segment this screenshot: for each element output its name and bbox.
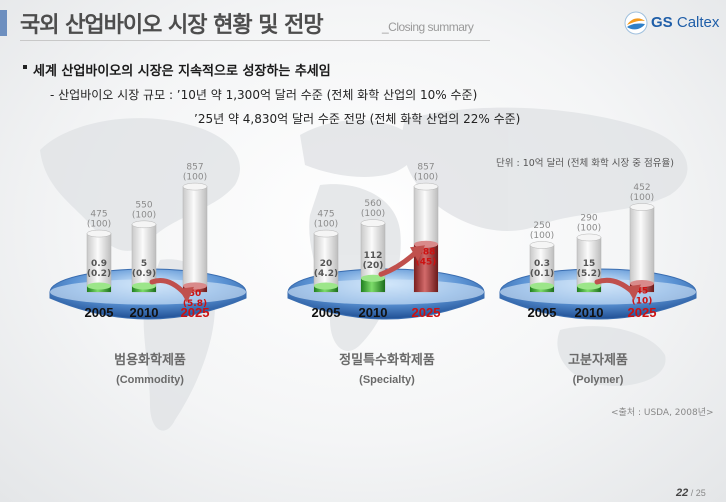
page-number: 22 / 25 [676,487,706,499]
bar-total-cap [629,203,655,211]
bar-total-market [313,233,339,293]
year-label: 2010 [575,305,604,320]
page-title: 국외 산업바이오 시장 현황 및 전망 [20,13,324,38]
year-label: 2005 [85,305,114,320]
bar-total-cap [131,220,157,229]
label-total-market: 250 (100) [530,221,554,241]
label-bio-market: 112 (20) [363,251,384,271]
category-subtitle: (Specialty) [359,374,415,386]
label-bio-market: 20 (4.2) [314,259,338,279]
label-bio-market: 15 (5.2) [577,259,601,279]
year-label: 2010 [130,305,159,320]
category-commodity: 범용화학제품 (Commodity) [60,349,240,386]
growth-arrow [378,249,419,277]
bar-bio-cap [314,282,338,290]
year-label: 2025 [412,305,441,320]
bar-total-market [86,233,112,293]
header: 국외 산업바이오 시장 현황 및 전망 _Closing summary GS … [0,0,726,46]
year-label: 2005 [312,305,341,320]
growth-arrow-head [410,245,425,262]
logo-mark-text: GS [651,14,673,31]
category-specialty: 정밀특수화학제품 (Specialty) [297,349,477,386]
bar-bio-cap [132,282,156,290]
page-current: 22 [676,487,689,499]
summary-line-2010: - 산업바이오 시장 규모 : ’10년 약 1,300억 달러 수준 (전체 … [50,88,478,102]
label-total-market: 475 (100) [87,210,111,230]
bar-bio-cap [530,282,554,290]
bar-bio-market [361,278,385,292]
gs-caltex-logo: GS Caltex [624,10,720,36]
category-title: 정밀특수화학제품 [339,353,435,368]
label-bio-market: 0.3 (0.1) [530,259,554,279]
label-total-market: 452 (100) [630,183,654,203]
year-label: 2005 [528,305,557,320]
year-label: 2025 [628,305,657,320]
bar-total-cap [413,182,439,191]
year-label: 2010 [359,305,388,320]
bar-total-cap [360,219,386,227]
bar-total-market [182,186,208,293]
label-bio-market: 5 (0.9) [132,259,156,279]
logo-name-text: Caltex [676,14,720,31]
bar-total-cap [182,182,208,191]
bar-total-cap [529,241,555,249]
summary-line-2025: ’25년 약 4,830억 달러 수준 전망 (전체 화학 산업의 22% 수준… [194,112,521,126]
gs-caltex-logo-icon [624,11,648,35]
label-bio-market: 0.9 (0.2) [87,259,111,279]
bar-bio-cap [87,282,111,290]
label-total-market: 290 (100) [577,213,601,233]
category-title: 범용화학제품 [114,353,186,368]
year-label: 2025 [181,305,210,320]
category-polymer: 고분자제품 (Polymer) [508,349,688,386]
label-total-market: 475 (100) [314,210,338,230]
title-accent-bar [0,10,7,36]
label-total-market: 560 (100) [361,199,385,219]
label-total-market: 857 (100) [414,163,438,183]
page-subtitle: _Closing summary [382,20,474,34]
title-divider [20,40,490,41]
label-bio-market: 388 (45) [416,247,437,267]
summary-bullet: 세계 산업바이오의 시장은 지속적으로 성장하는 추세임 [23,60,331,79]
category-title: 고분자제품 [568,353,628,368]
page-total: / 25 [690,488,706,498]
bar-total-cap [86,229,112,238]
bar-total-market [629,206,655,293]
growth-arrow-head [179,286,194,303]
label-total-market: 857 (100) [183,163,207,183]
category-subtitle: (Polymer) [572,374,624,386]
bar-total-cap [313,229,339,238]
bar-bio-cap [361,274,385,282]
bar-total-cap [576,233,602,242]
unit-note: 단위 : 10억 달러 (전체 화학 시장 중 점유율) [496,158,674,169]
category-subtitle: (Commodity) [116,374,184,386]
label-bio-market: 45 (10) [632,287,653,307]
label-total-market: 550 (100) [132,200,156,220]
source-note: <출처 : USDA, 2008년> [611,408,714,418]
label-bio-market: 50 (5.8) [183,289,207,309]
bar-bio-market [630,283,654,292]
growth-arrow-head [626,284,641,301]
bar-bio-cap [577,282,601,290]
